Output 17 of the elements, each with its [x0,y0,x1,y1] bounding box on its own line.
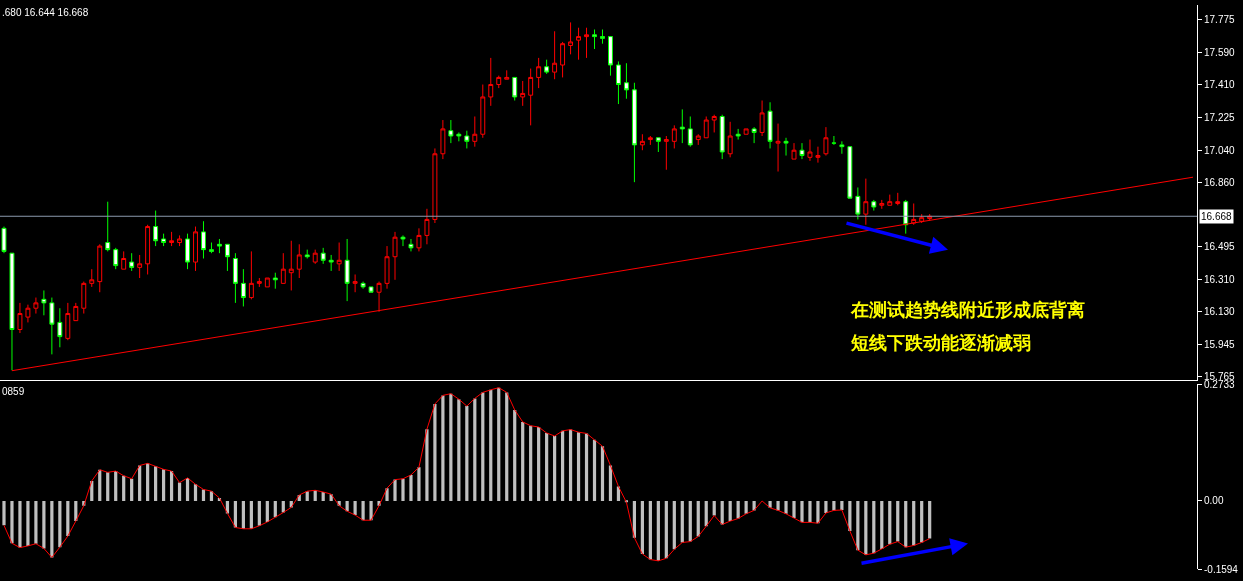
y-tick-label: 16.310 [1204,274,1236,286]
annotation: 0859 [2,386,25,397]
y-tick-label: 15.945 [1204,339,1236,351]
y-tick-label: 17.775 [1204,14,1236,26]
y-tick-label: 16.495 [1204,241,1236,253]
y-tick-label: 17.225 [1204,111,1236,123]
y-tick-label: -0.1594 [1204,563,1239,575]
annotation: 短线下跌动能逐渐减弱 [850,332,1031,353]
y-tick-label: 16.860 [1204,176,1236,188]
y-tick-label: 16.130 [1204,306,1236,318]
annotation: 在测试趋势线附近形成底背离 [850,299,1085,320]
y-tick-label: 17.410 [1204,79,1236,91]
y-tick-label: 17.590 [1204,47,1236,59]
y-tick-label: 17.040 [1204,144,1236,156]
y-tick-label: 0.00 [1204,495,1224,507]
ref-line-label: 16.668 [1201,211,1233,222]
annotation: .680 16.644 16.668 [2,7,89,18]
